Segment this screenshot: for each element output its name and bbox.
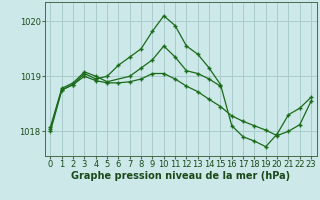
X-axis label: Graphe pression niveau de la mer (hPa): Graphe pression niveau de la mer (hPa) — [71, 171, 290, 181]
